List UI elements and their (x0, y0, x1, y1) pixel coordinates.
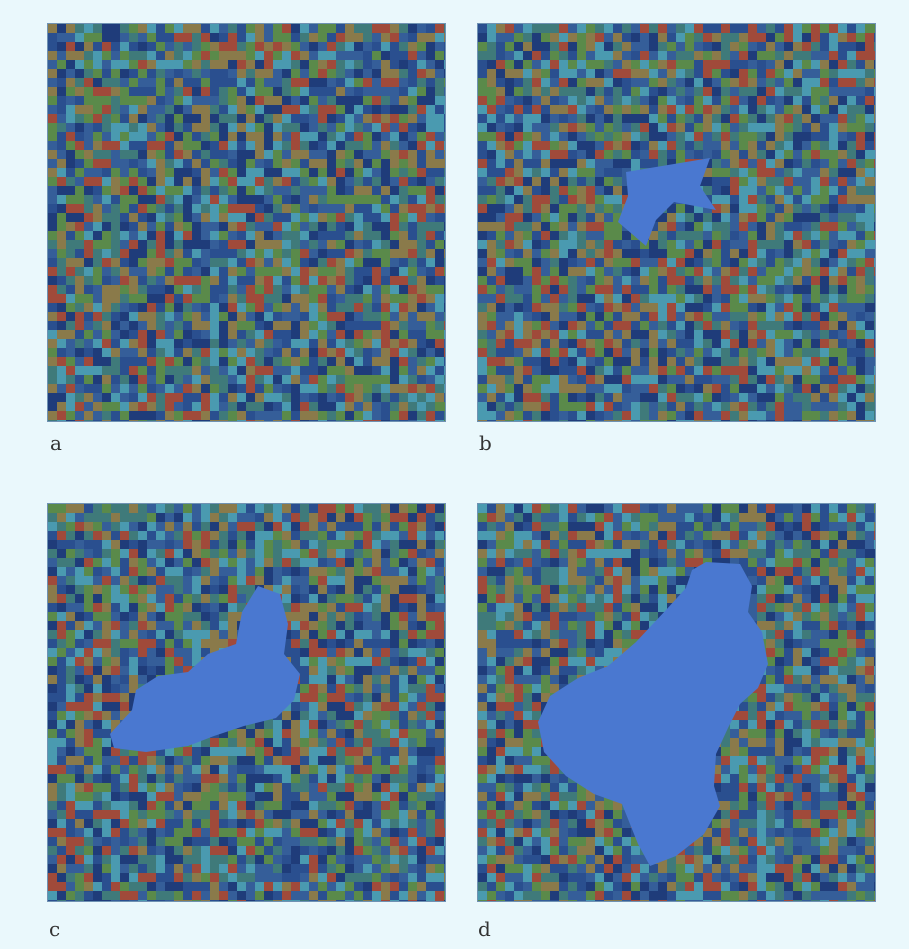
panel-b-label: b (479, 431, 492, 455)
cluster-region (538, 562, 768, 866)
panel-a-label: a (50, 431, 62, 455)
panel-d-lattice (478, 504, 875, 901)
panel-a-lattice (48, 24, 445, 421)
lattice-cells (478, 24, 875, 421)
lattice-cells (48, 504, 445, 901)
lattice-cells (48, 24, 445, 421)
panel-c-svg (48, 504, 445, 901)
panel-a-svg (48, 24, 445, 421)
panel-b-lattice (478, 24, 875, 421)
panel-c-lattice (48, 504, 445, 901)
panel-b-svg (478, 24, 875, 421)
cluster-region (110, 586, 300, 752)
panel-c-label: c (49, 917, 61, 941)
cluster-region (618, 158, 716, 246)
panel-d-svg (478, 504, 875, 901)
panel-d-label: d (478, 917, 491, 941)
